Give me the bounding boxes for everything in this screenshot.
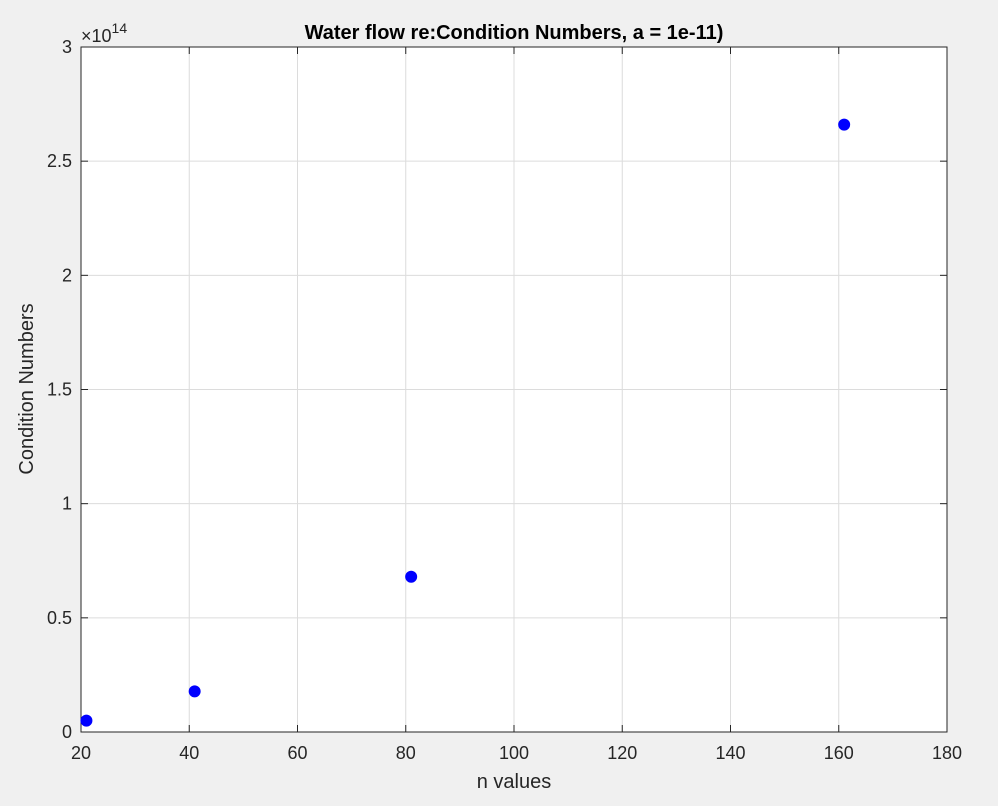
chart-title: Water flow re:Condition Numbers, a = 1e-… [305,22,724,44]
y-tick-label: 1 [62,494,72,514]
data-point [405,570,418,583]
y-tick-labels: 0 0.5 1 1.5 2 2.5 3 [47,37,72,742]
y-tick-label: 2.5 [47,151,72,171]
x-tick-labels: 20 40 60 80 100 120 140 160 180 [71,743,962,763]
data-point [838,118,851,131]
x-tick-label: 160 [824,743,854,763]
x-tick-label: 40 [179,743,199,763]
y-axis-label: Condition Numbers [16,303,38,474]
x-tick-label: 140 [715,743,745,763]
data-point [80,714,93,727]
y-tick-label: 0 [62,722,72,742]
y-tick-label: 3 [62,37,72,57]
y-tick-label: 0.5 [47,608,72,628]
y-exponent-label: ×1014 [81,20,127,46]
y-tick-label: 1.5 [47,380,72,400]
x-tick-label: 100 [499,743,529,763]
ticks [80,46,948,733]
x-tick-label: 60 [287,743,307,763]
data-points [80,118,851,727]
y-exponent-power: 14 [112,20,128,36]
x-axis-label: n values [477,771,552,793]
x-tick-label: 120 [607,743,637,763]
data-point [188,685,201,698]
y-tick-label: 2 [62,265,72,285]
x-tick-label: 80 [396,743,416,763]
x-tick-label: 180 [932,743,962,763]
x-tick-label: 20 [71,743,91,763]
y-exponent-base: ×10 [81,26,112,46]
